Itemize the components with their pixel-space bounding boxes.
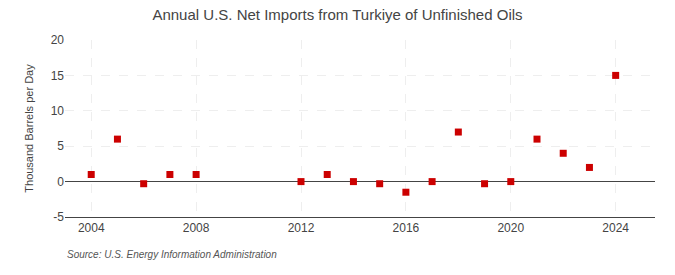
svg-text:0: 0 xyxy=(57,175,64,189)
svg-text:15: 15 xyxy=(51,69,65,83)
svg-text:Annual U.S. Net Imports from T: Annual U.S. Net Imports from Turkiye of … xyxy=(152,6,522,23)
svg-text:5: 5 xyxy=(57,139,64,153)
svg-text:10: 10 xyxy=(51,104,65,118)
svg-text:2008: 2008 xyxy=(183,221,210,235)
svg-text:2024: 2024 xyxy=(602,221,629,235)
svg-text:2012: 2012 xyxy=(288,221,315,235)
svg-text:2004: 2004 xyxy=(78,221,105,235)
svg-text:Thousand Barrels per Day: Thousand Barrels per Day xyxy=(23,64,35,193)
svg-text:-5: -5 xyxy=(53,210,64,224)
svg-text:Source: U.S. Energy Informatio: Source: U.S. Energy Information Administ… xyxy=(67,249,277,260)
svg-text:20: 20 xyxy=(51,33,65,47)
svg-text:2016: 2016 xyxy=(393,221,420,235)
svg-text:2020: 2020 xyxy=(497,221,524,235)
